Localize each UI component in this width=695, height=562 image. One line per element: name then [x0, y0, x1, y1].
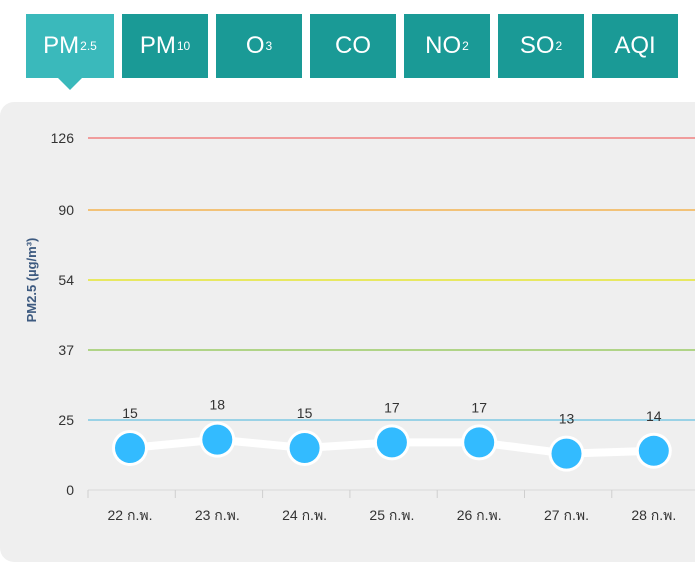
y-axis-label: PM2.5 (µg/m³): [24, 238, 39, 323]
tab-co[interactable]: CO: [310, 14, 396, 78]
tab-label: O: [245, 32, 265, 59]
data-label: 15: [122, 405, 138, 421]
tab-label: NO: [425, 32, 462, 59]
x-tick-label: 28 ก.พ.: [631, 507, 676, 523]
data-point[interactable]: [638, 435, 669, 466]
tab-label-subscript: 10: [176, 39, 191, 53]
tab-label: PM: [139, 32, 176, 59]
y-tick-label: 54: [58, 272, 74, 288]
y-tick-label: 90: [58, 202, 74, 218]
tab-so2[interactable]: SO 2: [498, 14, 584, 78]
data-point[interactable]: [289, 433, 320, 463]
y-tick-label: 37: [58, 342, 74, 358]
data-label: 14: [646, 408, 662, 424]
tab-aqi[interactable]: AQI: [592, 14, 678, 78]
data-point[interactable]: [376, 427, 407, 458]
data-point[interactable]: [115, 433, 145, 463]
data-label: 18: [210, 397, 226, 413]
tab-label-subscript: 2.5: [80, 39, 97, 53]
tab-pm10[interactable]: PM 10: [122, 14, 208, 78]
data-label: 17: [471, 399, 487, 415]
tab-pm25[interactable]: PM 2.5: [26, 14, 114, 90]
x-tick-label: 22 ก.พ.: [108, 507, 153, 523]
tab-label-subscript: 2: [462, 39, 469, 53]
data-label: 13: [559, 411, 575, 427]
x-tick-label: 27 ก.พ.: [544, 507, 589, 523]
x-tick-label: 25 ก.พ.: [369, 507, 414, 523]
data-point[interactable]: [464, 427, 495, 458]
tab-label: PM: [43, 32, 80, 59]
data-label: 17: [384, 399, 400, 415]
chart-panel: 15 18 15 17 17 13 14 0 25 37 54 90 126 22 ก.พ. 23 ก.…: [0, 102, 695, 562]
x-tick-label: 24 ก.พ.: [282, 507, 327, 523]
data-label: 15: [297, 405, 313, 421]
y-tick-label: 126: [51, 130, 75, 146]
pm25-line-chart: 15 18 15 17 17 13 14 0 25 37 54 90 126 22 ก.พ. 23 ก.…: [24, 130, 695, 523]
tab-label-subscript: 2: [555, 39, 563, 53]
tab-no2[interactable]: NO 2: [404, 14, 490, 78]
y-tick-label: 25: [58, 412, 74, 428]
data-point[interactable]: [551, 438, 582, 469]
tab-label: CO: [335, 32, 371, 59]
y-tick-label: 0: [66, 482, 74, 498]
x-tick-label: 26 ก.พ.: [457, 507, 502, 523]
tab-label: SO: [519, 32, 555, 59]
tab-label: AQI: [614, 32, 656, 59]
pollutant-tabs: PM 2.5 PM 10 O 3 CO NO 2 SO 2 AQI: [26, 14, 678, 90]
tab-label-subscript: 3: [265, 39, 273, 53]
data-point[interactable]: [202, 424, 233, 455]
x-tick-label: 23 ก.พ.: [195, 507, 240, 523]
